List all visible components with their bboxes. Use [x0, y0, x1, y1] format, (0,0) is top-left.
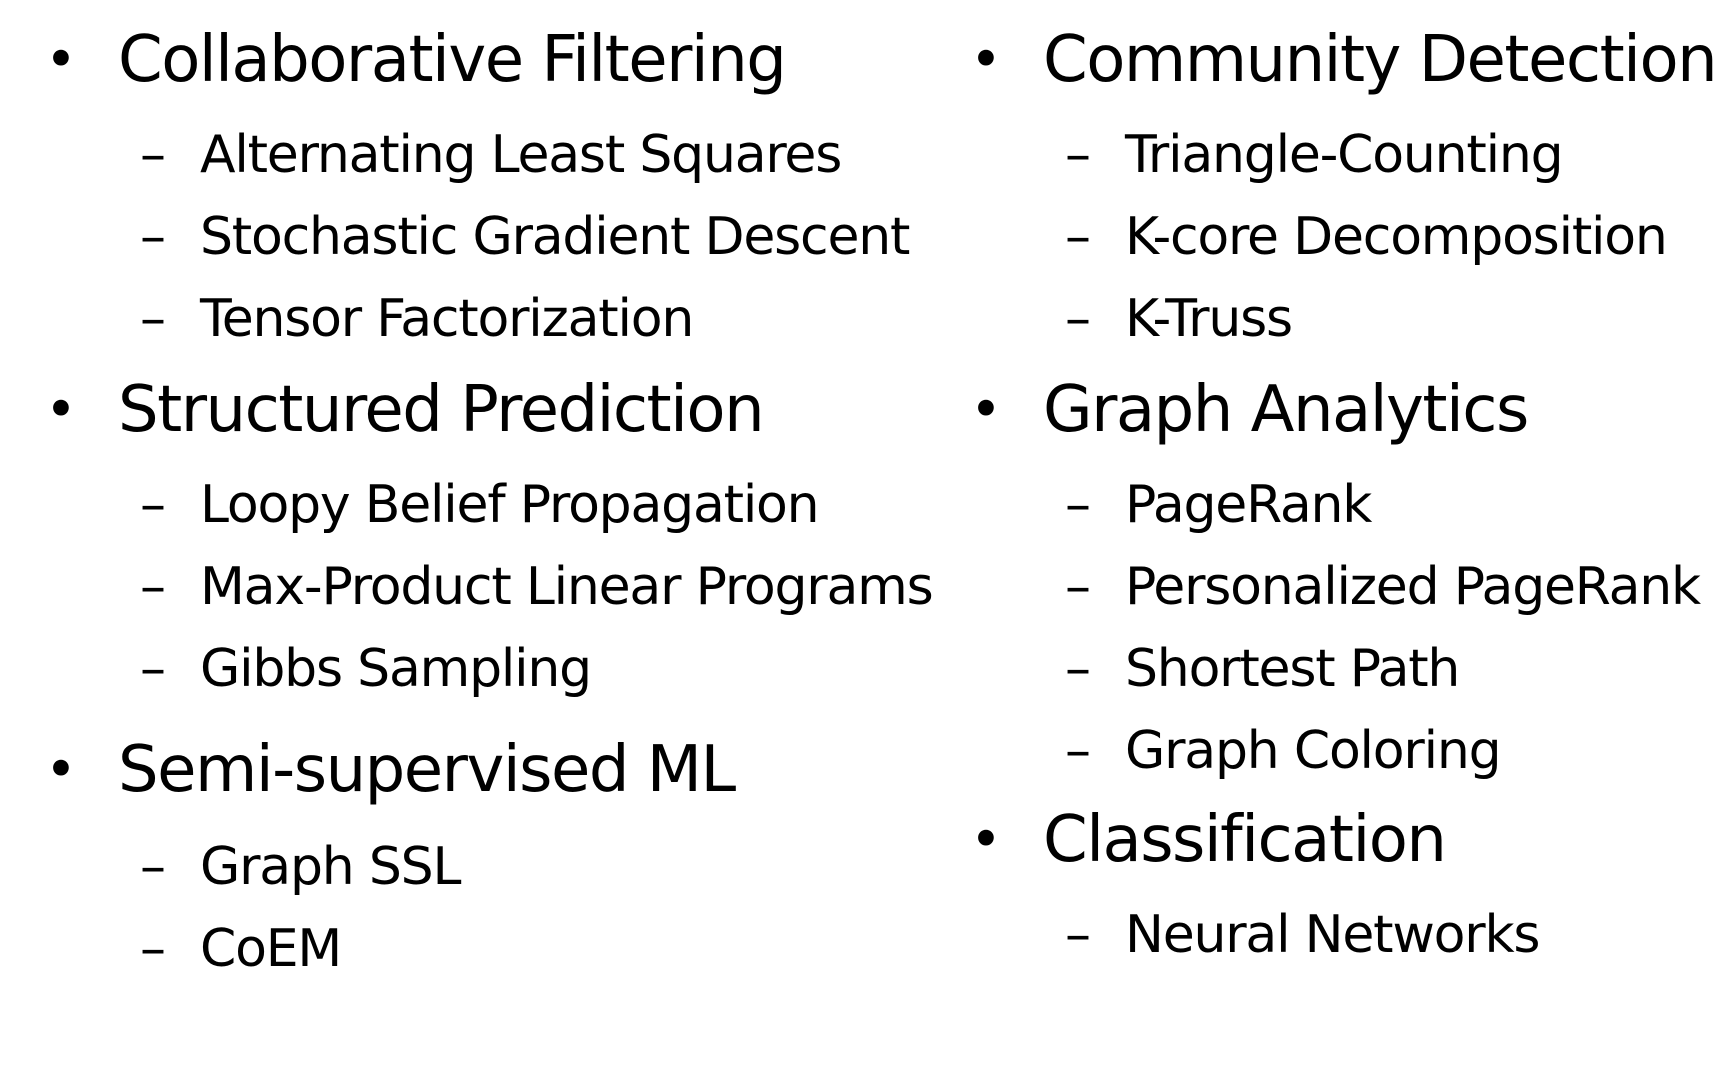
list-item-label: Stochastic Gradient Descent [200, 207, 910, 267]
topic-title: Semi-supervised ML [118, 733, 736, 807]
bullet-icon: • [970, 378, 1002, 441]
topic-title: Collaborative Filtering [118, 23, 787, 97]
dash-icon: – [1065, 721, 1091, 781]
bullet-icon: • [45, 378, 77, 441]
dash-icon: – [1065, 557, 1091, 617]
bullet-icon: • [45, 738, 77, 801]
dash-icon: – [140, 289, 166, 349]
topic-title: Graph Analytics [1043, 373, 1529, 447]
list-item-label: Max-Product Linear Programs [200, 557, 934, 617]
dash-icon: – [140, 125, 166, 185]
dash-icon: – [1065, 905, 1091, 965]
list-item-label: Tensor Factorization [200, 289, 694, 349]
list-item-label: Shortest Path [1125, 639, 1460, 699]
list-item-label: PageRank [1125, 475, 1372, 535]
dash-icon: – [1065, 475, 1091, 535]
list-item-label: Alternating Least Squares [200, 125, 842, 185]
dash-icon: – [1065, 289, 1091, 349]
dash-icon: – [1065, 639, 1091, 699]
list-item-label: K-core Decomposition [1125, 207, 1668, 267]
bullet-icon: • [45, 28, 77, 91]
list-item-label: Personalized PageRank [1125, 557, 1701, 617]
list-item-label: Gibbs Sampling [200, 639, 592, 699]
dash-icon: – [140, 207, 166, 267]
dash-icon: – [140, 639, 166, 699]
list-item-label: CoEM [200, 919, 342, 979]
bullet-icon: • [970, 808, 1002, 871]
list-item-label: Graph SSL [200, 837, 461, 897]
list-item-label: Triangle-Counting [1125, 125, 1564, 185]
dash-icon: – [140, 475, 166, 535]
topic-title: Structured Prediction [118, 373, 765, 447]
bullet-icon: • [970, 28, 1002, 91]
topic-title: Classification [1043, 803, 1447, 877]
list-item-label: Graph Coloring [1125, 721, 1502, 781]
dash-icon: – [140, 919, 166, 979]
dash-icon: – [140, 837, 166, 897]
dash-icon: – [140, 557, 166, 617]
list-item-label: Neural Networks [1125, 905, 1540, 965]
topic-title: Community Detection [1043, 23, 1716, 97]
dash-icon: – [1065, 207, 1091, 267]
list-item-label: K-Truss [1125, 289, 1293, 349]
list-item-label: Loopy Belief Propagation [200, 475, 820, 535]
dash-icon: – [1065, 125, 1091, 185]
